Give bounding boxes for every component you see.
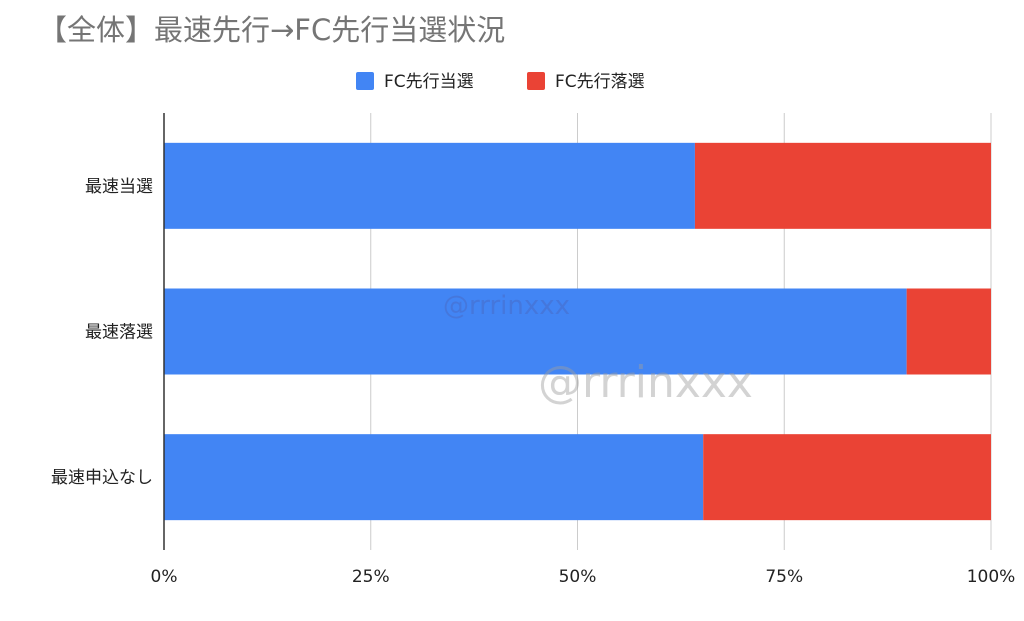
- y-tick-label: 最速落選: [85, 323, 153, 343]
- bar-segment: [164, 142, 695, 229]
- bar-segment: [694, 142, 991, 229]
- x-tick-label: 75%: [765, 567, 803, 587]
- x-tick-label: 0%: [151, 567, 178, 587]
- x-axis-labels: 0% 25% 50% 75% 100%: [151, 567, 1016, 587]
- chart-title: 【全体】最速先行→FC先行当選状況: [38, 13, 505, 47]
- x-tick-label: 25%: [352, 567, 390, 587]
- x-tick-label: 100%: [967, 567, 1016, 587]
- legend-swatch: [356, 72, 374, 90]
- bar-segment: [164, 434, 704, 521]
- legend: FC先行当選 FC先行落選: [356, 72, 645, 92]
- watermark: @rrrinxxx: [443, 291, 570, 321]
- legend-label: FC先行落選: [555, 72, 645, 92]
- legend-swatch: [527, 72, 545, 90]
- bar-segment: [703, 434, 991, 521]
- y-tick-label: 最速申込なし: [51, 468, 153, 488]
- y-tick-label: 最速当選: [85, 177, 153, 197]
- bar-segment: [906, 288, 991, 375]
- bars: [164, 142, 991, 521]
- x-tick-label: 50%: [559, 567, 597, 587]
- legend-label: FC先行当選: [384, 72, 474, 92]
- watermark: @rrrinxxx: [538, 357, 753, 408]
- bar-segment: [164, 288, 907, 375]
